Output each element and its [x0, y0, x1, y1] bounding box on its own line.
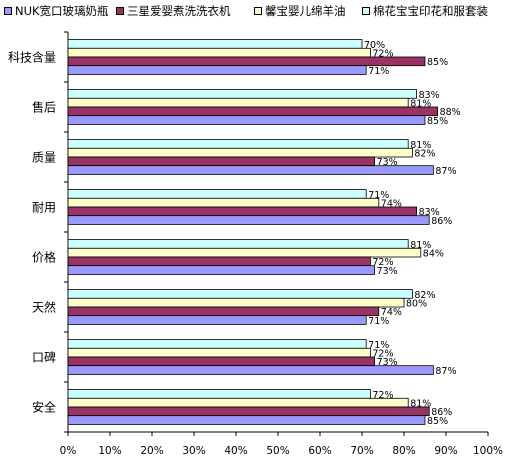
bar [67, 389, 371, 399]
bar [67, 289, 413, 299]
legend-swatch-series-3 [254, 7, 262, 15]
data-label: 88% [440, 107, 461, 118]
x-tick-label: 10% [98, 445, 121, 457]
data-label: 73% [377, 157, 398, 168]
bar [67, 189, 367, 199]
bar [67, 347, 371, 358]
data-label: 72% [372, 257, 393, 268]
bar [67, 147, 413, 158]
bar [67, 165, 434, 175]
x-tick-label: 100% [473, 445, 503, 457]
data-label: 86% [431, 216, 452, 227]
bar [67, 265, 376, 275]
data-label: 72% [372, 49, 393, 60]
bar [67, 256, 371, 267]
x-tick-label: 80% [392, 445, 415, 457]
data-label: 85% [427, 116, 448, 127]
data-label: 80% [406, 299, 427, 310]
data-label: 86% [431, 407, 452, 418]
bar [67, 415, 426, 425]
data-label: 70% [364, 40, 385, 51]
x-tick-label: 40% [224, 445, 247, 457]
data-label: 74% [381, 307, 402, 318]
data-label: 84% [423, 249, 444, 260]
category-label: 售后 [32, 100, 56, 115]
legend-label-series-4: 棉花宝宝印花和服套装 [373, 4, 488, 18]
bar [67, 97, 409, 108]
bar [67, 39, 363, 49]
data-label: 83% [419, 207, 440, 218]
data-label: 85% [427, 57, 448, 68]
data-label: 81% [410, 99, 431, 110]
data-label: 85% [427, 416, 448, 427]
data-label: 71% [368, 66, 389, 77]
legend-swatch-series-4 [362, 7, 370, 15]
category-label: 天然 [32, 300, 56, 315]
bar [67, 406, 430, 417]
bar [67, 156, 376, 167]
data-label: 72% [372, 390, 393, 401]
data-label: 83% [419, 90, 440, 101]
legend-swatch-series-2 [116, 7, 124, 15]
category-label: 口碑 [32, 350, 56, 365]
category-label: 耐用 [32, 201, 56, 215]
bar [67, 139, 409, 149]
data-label: 81% [410, 240, 431, 251]
data-label: 74% [381, 199, 402, 210]
data-label: 82% [414, 290, 435, 301]
category-label: 科技含量 [8, 50, 56, 65]
bar [67, 365, 434, 375]
category-label: 价格 [32, 250, 56, 265]
bar [67, 215, 430, 225]
data-label: 81% [410, 399, 431, 410]
x-tick-label: 70% [350, 445, 373, 457]
data-label: 71% [368, 316, 389, 327]
legend-swatch-series-1 [4, 7, 12, 15]
data-label: 87% [435, 166, 456, 177]
bar [67, 56, 426, 67]
x-tick-label: 0% [60, 445, 77, 457]
chart-legend: NUK宽口玻璃奶瓶 三星爱婴煮洗洗衣机 馨宝婴儿绵羊油 棉花宝宝印花和服套装 [0, 0, 508, 20]
bar [67, 47, 371, 58]
x-tick-label: 50% [266, 445, 289, 457]
bar [67, 89, 418, 99]
bar [67, 197, 380, 208]
bar [67, 247, 422, 258]
data-label: 82% [414, 149, 435, 160]
x-tick-label: 30% [182, 445, 205, 457]
category-label: 安全 [32, 400, 56, 415]
bar [67, 339, 367, 349]
data-label: 72% [372, 349, 393, 360]
bar [67, 206, 418, 217]
x-tick-label: 60% [308, 445, 331, 457]
bar [67, 315, 367, 325]
data-label: 73% [377, 266, 398, 277]
legend-label-series-3: 馨宝婴儿绵羊油 [265, 4, 346, 18]
bar [67, 297, 405, 308]
bar [67, 106, 439, 117]
bar [67, 356, 376, 367]
data-label: 71% [368, 190, 389, 201]
category-label: 质量 [32, 151, 56, 165]
bar [67, 397, 409, 408]
legend-label-series-2: 三星爱婴煮洗洗衣机 [127, 4, 231, 18]
data-label: 71% [368, 340, 389, 351]
data-label: 73% [377, 357, 398, 368]
bar [67, 306, 380, 317]
bar [67, 115, 426, 125]
data-label: 87% [435, 366, 456, 377]
bar [67, 65, 367, 75]
x-tick-label: 20% [140, 445, 163, 457]
x-tick-label: 90% [434, 445, 457, 457]
bar [67, 239, 409, 249]
legend-label-series-1: NUK宽口玻璃奶瓶 [15, 4, 109, 18]
data-label: 81% [410, 140, 431, 151]
